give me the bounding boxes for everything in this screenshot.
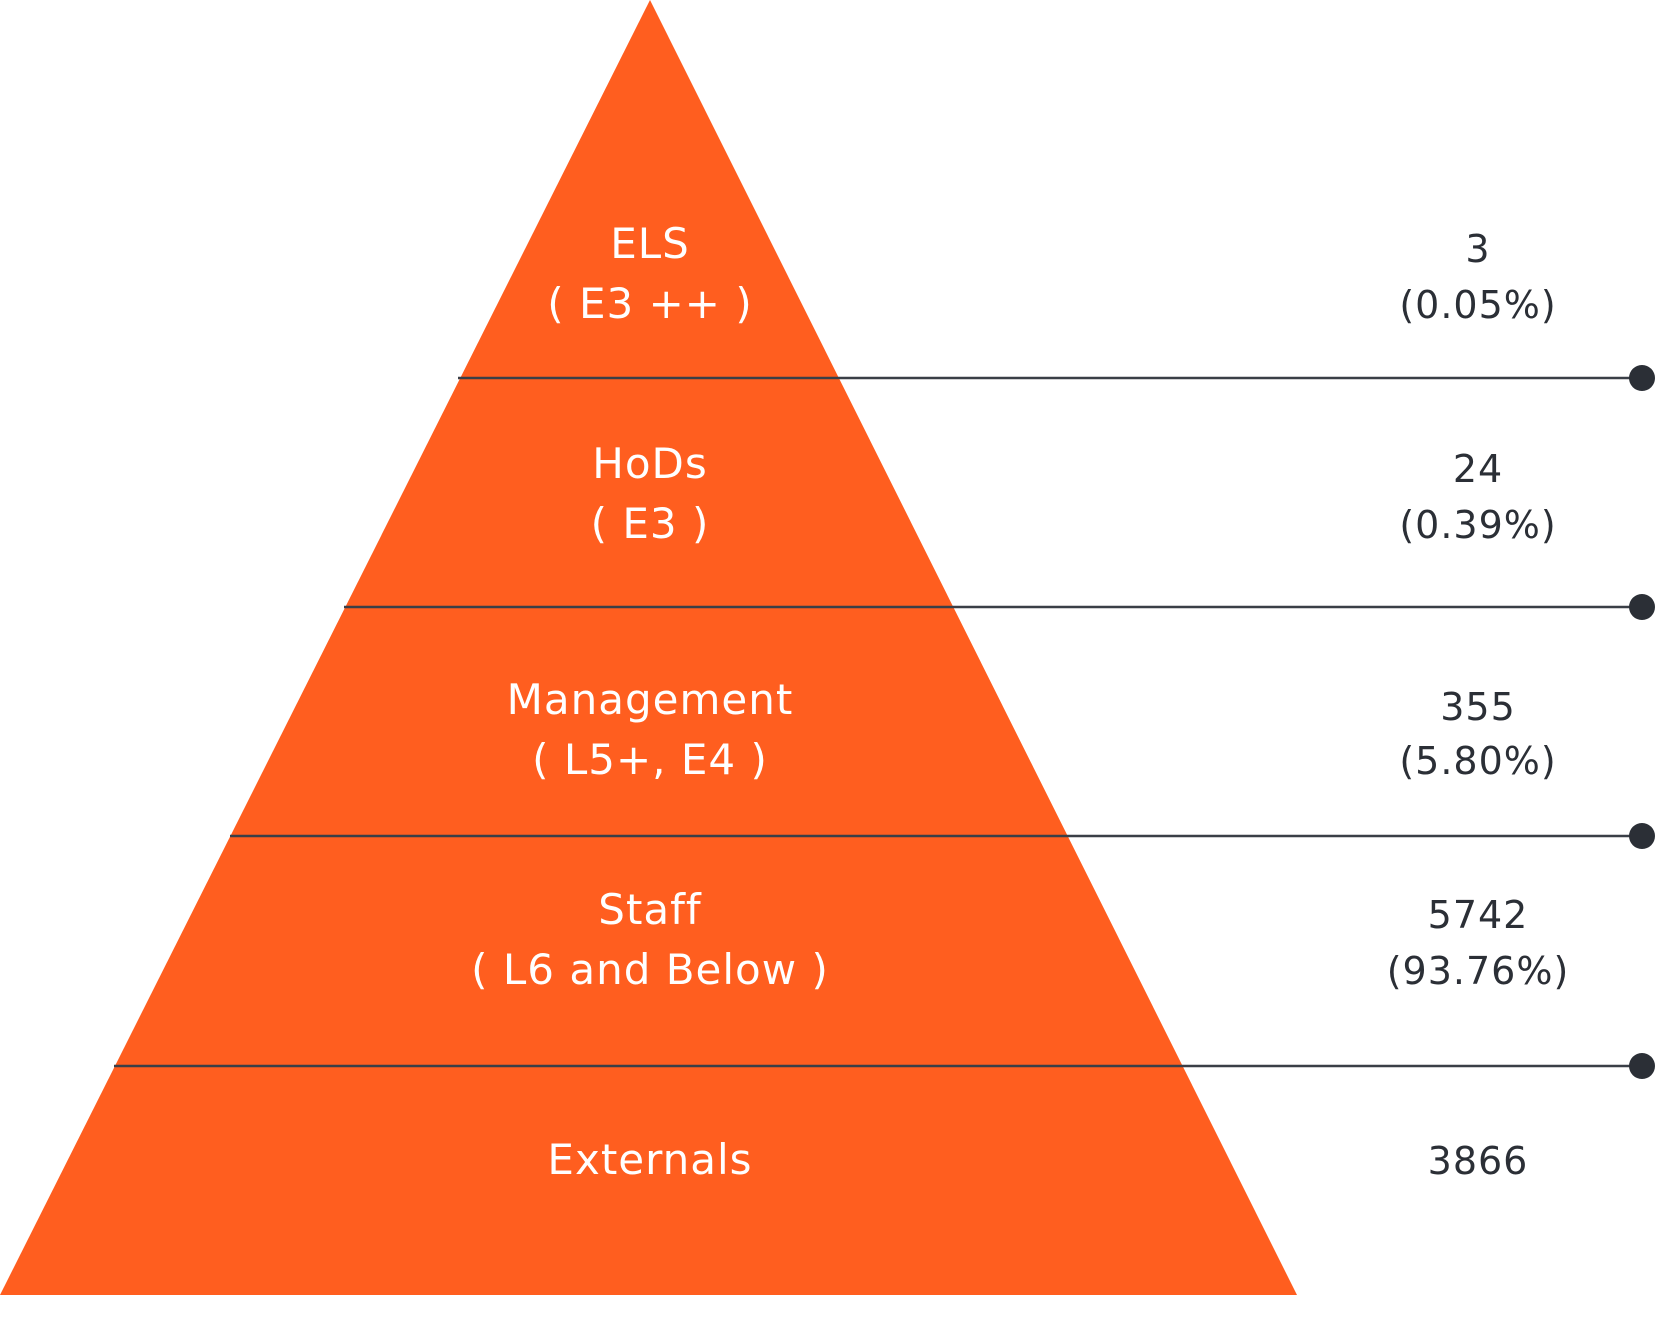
tier-hods: HoDs ( E3 ) 24 (0.39%) [591, 439, 1556, 548]
tier-count: 24 [1453, 447, 1503, 491]
tier-count: 5742 [1428, 893, 1529, 937]
divider-3 [230, 823, 1655, 849]
tier-percent: (93.76%) [1387, 949, 1570, 993]
tier-count: 355 [1440, 685, 1516, 729]
tier-els: ELS ( E3 ++ ) 3 (0.05%) [547, 219, 1556, 328]
divider-2 [344, 594, 1655, 620]
tier-percent: (0.39%) [1399, 503, 1556, 547]
tier-percent: (5.80%) [1399, 739, 1556, 783]
divider-dot [1629, 823, 1655, 849]
tier-count: 3 [1465, 227, 1490, 271]
tier-count: 3866 [1428, 1139, 1529, 1183]
pyramid-shape [0, 0, 1297, 1295]
tier-subtitle: ( E3 ++ ) [547, 279, 752, 328]
tier-management: Management ( L5+, E4 ) 355 (5.80%) [507, 675, 1556, 784]
tier-externals: Externals 3866 [547, 1135, 1529, 1184]
divider-dot [1629, 594, 1655, 620]
tier-subtitle: ( L5+, E4 ) [532, 735, 768, 784]
tier-subtitle: ( L6 and Below ) [471, 945, 829, 994]
divider-dot [1629, 1053, 1655, 1079]
tier-staff: Staff ( L6 and Below ) 5742 (93.76%) [471, 885, 1570, 994]
tier-name: HoDs [592, 439, 708, 488]
divider-1 [458, 365, 1655, 391]
tier-name: Staff [598, 885, 702, 934]
tier-percent: (0.05%) [1399, 283, 1556, 327]
divider-dot [1629, 365, 1655, 391]
tier-name: Externals [547, 1135, 752, 1184]
tier-name: Management [507, 675, 794, 724]
tier-name: ELS [610, 219, 690, 268]
divider-4 [114, 1053, 1655, 1079]
tier-subtitle: ( E3 ) [591, 499, 710, 548]
